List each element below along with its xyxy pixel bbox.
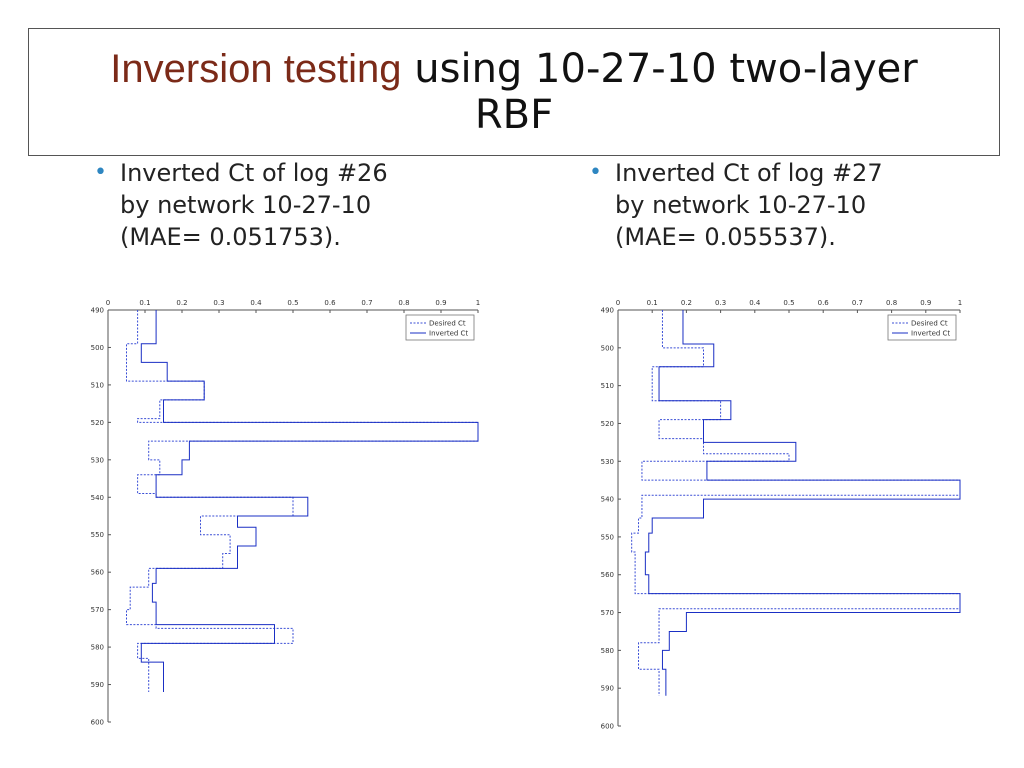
bullet-left: • Inverted Ct of log #26 by network 10-2… <box>94 157 388 253</box>
x-tick-label: 0.7 <box>852 299 863 307</box>
series-inverted-ct <box>644 310 961 696</box>
title-rest: using 10-27-10 two-layer <box>401 46 918 92</box>
x-tick-label: 0.4 <box>749 299 761 307</box>
x-tick-label: 0.3 <box>213 299 224 307</box>
x-tick-label: 0.9 <box>920 299 931 307</box>
y-tick-label: 600 <box>601 723 614 731</box>
bullet-line: (MAE= 0.055537). <box>615 223 836 251</box>
y-tick-label: 490 <box>91 307 104 315</box>
bullet-line: by network 10-27-10 <box>120 191 372 219</box>
bullet-right: • Inverted Ct of log #27 by network 10-2… <box>589 157 883 253</box>
bullet-line: Inverted Ct of log #27 <box>615 159 883 187</box>
x-tick-label: 0.1 <box>647 299 658 307</box>
y-tick-label: 510 <box>601 382 614 390</box>
x-tick-label: 0.3 <box>715 299 726 307</box>
x-tick-label: 0.8 <box>886 299 897 307</box>
slide-title-line-1: Inversion testing using 10-27-10 two-lay… <box>29 46 999 92</box>
y-tick-label: 560 <box>601 571 614 579</box>
legend-label: Desired Ct <box>911 320 948 328</box>
y-tick-label: 570 <box>601 609 614 617</box>
x-tick-label: 0 <box>616 299 620 307</box>
title-box: Inversion testing using 10-27-10 two-lay… <box>28 28 1000 156</box>
y-tick-label: 500 <box>91 344 104 352</box>
x-tick-label: 1 <box>958 299 962 307</box>
y-tick-label: 520 <box>91 419 104 427</box>
y-tick-label: 500 <box>601 344 614 352</box>
y-tick-label: 540 <box>91 494 104 502</box>
bullet-dot-icon: • <box>94 160 107 185</box>
x-tick-label: 0.2 <box>681 299 692 307</box>
x-tick-label: 0.5 <box>287 299 298 307</box>
legend-label: Inverted Ct <box>911 330 950 338</box>
y-tick-label: 520 <box>601 420 614 428</box>
bullet-line: Inverted Ct of log #26 <box>120 159 388 187</box>
series-desired-ct <box>631 310 961 696</box>
x-tick-label: 0.2 <box>176 299 187 307</box>
y-tick-label: 530 <box>91 456 104 464</box>
y-tick-label: 590 <box>91 681 104 689</box>
x-tick-label: 0.8 <box>398 299 409 307</box>
x-tick-label: 0 <box>106 299 110 307</box>
y-tick-label: 570 <box>91 606 104 614</box>
x-tick-label: 0.9 <box>435 299 446 307</box>
y-tick-label: 490 <box>601 307 614 315</box>
legend-box <box>405 314 475 341</box>
y-tick-label: 600 <box>91 719 104 727</box>
bullet-line: by network 10-27-10 <box>615 191 867 219</box>
x-tick-label: 0.4 <box>250 299 262 307</box>
slide-title-line-2: RBF <box>474 92 554 138</box>
y-tick-label: 530 <box>601 458 614 466</box>
legend-label: Inverted Ct <box>429 330 468 338</box>
x-tick-label: 0.5 <box>783 299 794 307</box>
legend-label: Desired Ct <box>429 320 466 328</box>
y-tick-label: 550 <box>601 533 614 541</box>
title-highlight: Inversion testing <box>110 47 402 91</box>
x-tick-label: 0.7 <box>361 299 372 307</box>
y-tick-label: 580 <box>91 644 104 652</box>
x-tick-label: 0.6 <box>818 299 830 307</box>
legend-box <box>887 314 957 341</box>
series-inverted-ct <box>140 310 479 693</box>
x-tick-label: 0.1 <box>139 299 150 307</box>
y-tick-label: 550 <box>91 531 104 539</box>
x-tick-label: 1 <box>476 299 480 307</box>
chart-log-26: 0 0.1 0.2 0.3 0.4 0.5 0.6 0.7 0.8 0.9 1 490 500 510 52… <box>91 299 481 727</box>
bullet-line: (MAE= 0.051753). <box>120 223 341 251</box>
y-tick-label: 560 <box>91 569 104 577</box>
chart-log-27: 0 0.1 0.2 0.3 0.4 0.5 0.6 0.7 0.8 0.9 1 490 500 510 52… <box>601 299 963 731</box>
x-tick-label: 0.6 <box>324 299 336 307</box>
y-tick-label: 510 <box>91 381 104 389</box>
bullet-dot-icon: • <box>589 160 602 185</box>
y-tick-label: 540 <box>601 496 614 504</box>
series-desired-ct <box>126 310 479 693</box>
y-tick-label: 580 <box>601 647 614 655</box>
y-tick-label: 590 <box>601 685 614 693</box>
